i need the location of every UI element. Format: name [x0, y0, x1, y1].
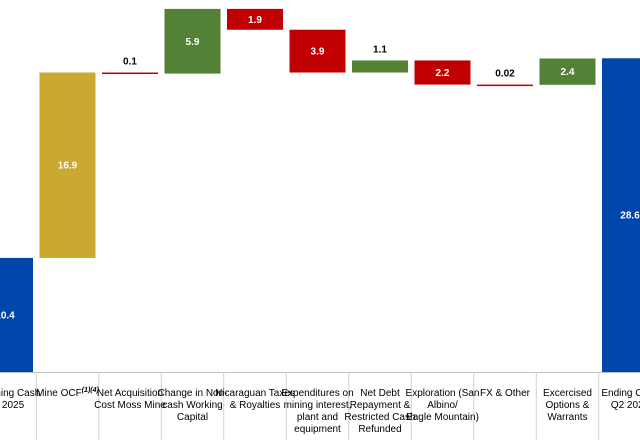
bar-0 — [0, 257, 33, 372]
bar-6 — [352, 60, 408, 73]
bar-3 — [164, 8, 221, 74]
category-label-9: Excercised Options & Warrants — [543, 388, 592, 423]
category-label-1: Mine OCF(1)(4) — [36, 387, 99, 399]
bar-value-label-7: 2.2 — [436, 68, 450, 79]
bar-value-label-3: 5.9 — [186, 37, 200, 48]
bar-10 — [602, 58, 640, 373]
bar-value-label-9: 2.4 — [561, 67, 575, 78]
category-label-5: Expenditures on mining interest, plant and… — [281, 388, 353, 435]
category-label-4: Nicaraguan Taxes & Royalties — [215, 388, 295, 411]
category-label-2: Net Acquisition Cost Moss Mine — [94, 388, 166, 411]
bar-8 — [477, 84, 533, 87]
category-label-7: Exploration (San Albino/Eagle Mountain) — [406, 388, 480, 423]
category-label-0: Beginning CashQ2 2025 — [0, 388, 40, 411]
bar-value-label-4: 1.9 — [248, 15, 262, 26]
bar-9 — [539, 58, 596, 85]
bar-5 — [289, 29, 346, 73]
category-label-3: Change in Non-cash Working Capital — [157, 388, 227, 423]
bar-value-label-5: 3.9 — [311, 47, 325, 58]
bar-value-label-2: 0.1 — [123, 57, 137, 68]
bar-value-label-1: 16.9 — [58, 161, 78, 172]
category-label-10: Ending CashQ2 2025 — [601, 388, 640, 411]
bar-2 — [102, 72, 158, 75]
bar-value-label-6: 1.1 — [373, 44, 387, 55]
bar-value-label-10: 28.6 — [620, 211, 640, 222]
bar-1 — [39, 72, 96, 258]
bar-value-label-0: 10.4 — [0, 310, 15, 321]
bar-value-label-8: 0.02 — [495, 69, 515, 80]
bar-7 — [414, 60, 471, 85]
bar-4 — [227, 8, 283, 30]
category-label-8: FX & Other — [480, 388, 531, 399]
category-label-6: Net Debt Repayment & Restricted Cash Refund… — [344, 388, 415, 435]
